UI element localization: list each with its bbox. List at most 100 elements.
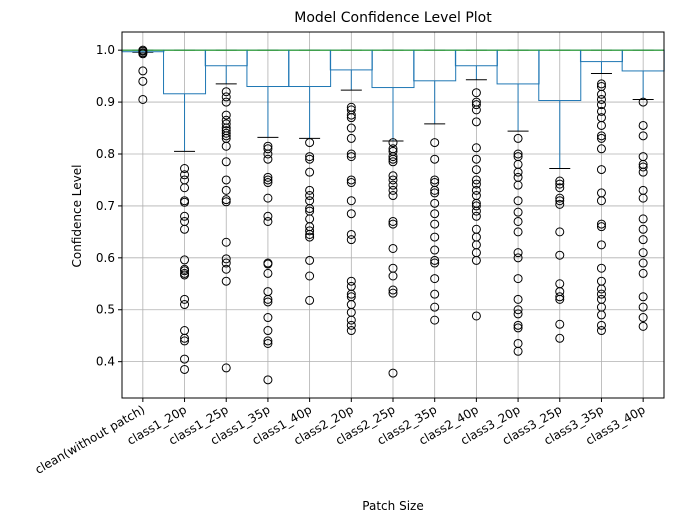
grid-layer [122, 32, 664, 398]
flier-point [346, 123, 356, 133]
flier-point [346, 315, 356, 325]
flier-point [430, 245, 440, 255]
flier-point [221, 264, 231, 274]
flier-point [430, 258, 440, 268]
flier-point [180, 170, 190, 180]
flier-point [263, 326, 273, 336]
flier-point [180, 336, 190, 346]
flier-point [638, 258, 648, 268]
flier-point [263, 259, 273, 269]
flier-point [305, 204, 315, 214]
flier-point [346, 175, 356, 185]
flier-point [180, 164, 190, 174]
flier-point [221, 276, 231, 286]
flier-point [596, 289, 606, 299]
flier-point [388, 288, 398, 298]
flier-point [221, 97, 231, 107]
flier-point [596, 165, 606, 175]
box-group [621, 49, 665, 331]
flier-point [471, 211, 481, 221]
x-axis-label: Patch Size [362, 499, 423, 513]
flier-point [180, 266, 190, 276]
flier-point [221, 237, 231, 247]
flier-point [471, 311, 481, 321]
flier-point [555, 333, 565, 343]
flier-point [221, 141, 231, 151]
flier-point [180, 224, 190, 234]
flier-point [555, 193, 565, 203]
y-tick-label: 0.6 [96, 251, 115, 265]
flier-point [638, 97, 648, 107]
flier-point [471, 175, 481, 185]
flier-point [638, 292, 648, 302]
flier-point [596, 133, 606, 143]
flier-point [555, 176, 565, 186]
flier-point [263, 154, 273, 164]
flier-point [638, 193, 648, 203]
flier-point [180, 255, 190, 265]
y-axis-label: Confidence Level [70, 165, 84, 268]
flier-point [638, 120, 648, 130]
flier-point [346, 152, 356, 162]
flier-point [221, 157, 231, 167]
flier-point [430, 219, 440, 229]
flier-point [263, 175, 273, 185]
flier-point [555, 292, 565, 302]
flier-point [388, 185, 398, 195]
flier-point [471, 255, 481, 265]
flier-point [305, 191, 315, 201]
flier-point [513, 207, 523, 217]
flier-point [263, 294, 273, 304]
flier-point [513, 309, 523, 319]
flier-point [513, 196, 523, 206]
flier-point [263, 211, 273, 221]
flier-point [263, 172, 273, 182]
flier-point [221, 92, 231, 102]
flier-point [221, 195, 231, 205]
box-group [204, 49, 248, 373]
flier-point [263, 313, 273, 323]
flier-point [388, 368, 398, 378]
flier-point [471, 154, 481, 164]
flier-point [263, 149, 273, 159]
flier-point [555, 250, 565, 260]
box-group [454, 49, 498, 321]
flier-point [138, 76, 148, 86]
flier-point [305, 185, 315, 195]
flier-point [430, 188, 440, 198]
box-group [163, 49, 207, 374]
flier-point [388, 180, 398, 190]
flier-point [638, 214, 648, 224]
flier-point [221, 254, 231, 264]
flier-point [388, 219, 398, 229]
flier-point [388, 216, 398, 226]
flier-point [221, 363, 231, 373]
flier-point [221, 258, 231, 268]
flier-point [180, 300, 190, 310]
flier-point [305, 229, 315, 239]
flier-point [430, 315, 440, 325]
flier-point [388, 171, 398, 181]
box-group [538, 49, 582, 343]
flier-point [513, 248, 523, 258]
flier-point [221, 128, 231, 138]
flier-point [471, 88, 481, 98]
flier-point [180, 294, 190, 304]
flier-point [596, 284, 606, 294]
flier-point [263, 178, 273, 188]
flier-point [430, 175, 440, 185]
flier-point [430, 154, 440, 164]
flier-point [513, 305, 523, 315]
flier-point [263, 336, 273, 346]
flier-point [596, 120, 606, 130]
flier-point [596, 79, 606, 89]
y-tick-label: 0.7 [96, 199, 115, 213]
flier-point [180, 270, 190, 280]
flier-point [388, 138, 398, 148]
flier-point [305, 154, 315, 164]
flier-point [471, 105, 481, 115]
flier-point [388, 157, 398, 167]
flier-point [638, 162, 648, 172]
